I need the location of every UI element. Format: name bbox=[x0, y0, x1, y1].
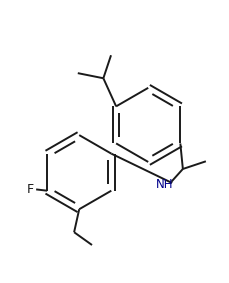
Text: NH: NH bbox=[155, 178, 173, 191]
Text: F: F bbox=[27, 183, 34, 196]
